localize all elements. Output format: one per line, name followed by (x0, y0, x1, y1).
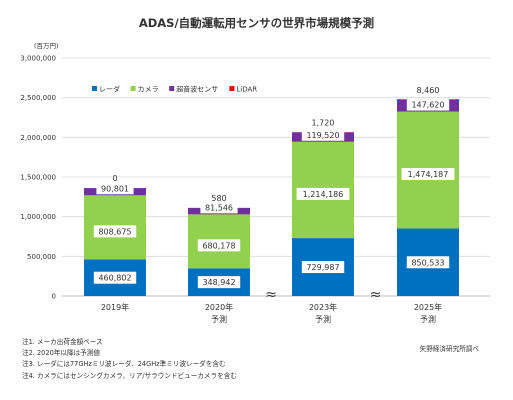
lidar-value-label: 0 (112, 174, 117, 183)
lidar-value-label: 1,720 (312, 118, 335, 127)
legend-label: LiDAR (236, 86, 257, 94)
notes: 注1. メーカ出荷金額ベース 注2. 2020年以降は予測値 注3. レーダには… (22, 337, 237, 382)
legend-swatch (92, 86, 97, 91)
chart-title: ADAS/自動運転用センサの世界市場規模予測 (138, 16, 375, 30)
axis-break-mark: ≈ (265, 287, 277, 303)
ultrasonic-value-label: 90,801 (101, 184, 129, 193)
radar-value-label-box (197, 276, 241, 289)
y-tick-label: 2,500,000 (20, 94, 56, 102)
y-tick-label: 1,500,000 (20, 174, 56, 182)
legend-swatch (130, 86, 136, 91)
ultrasonic-value-label-box (200, 201, 238, 214)
camera-value-label: 1,214,186 (303, 190, 344, 199)
ultrasonic-value-label-box (406, 98, 450, 111)
camera-value-label-box (197, 239, 241, 252)
note-2: 注2. 2020年以降は予測値 (22, 349, 100, 358)
lidar-value-label: 580 (211, 194, 226, 203)
camera-value-label: 808,675 (98, 227, 131, 236)
note-1: 注1. メーカ出荷金額ベース (22, 338, 103, 346)
source-note: 矢野経済研究所調べ (419, 345, 479, 353)
radar-value-label-box (301, 261, 345, 274)
camera-value-label-box (296, 187, 350, 200)
lidar-value-label: 8,460 (417, 86, 440, 95)
x-tick-label: 予測 (315, 314, 331, 324)
radar-value-label-box (93, 271, 137, 284)
y-axis-unit: (百万円) (34, 42, 59, 50)
ultrasonic-value-label-box (301, 128, 345, 141)
radar-value-label: 348,942 (202, 278, 235, 287)
legend-label: 超音波センサ (176, 85, 218, 94)
y-tick-label: 2,000,000 (20, 134, 56, 142)
legend-label: レーダ (99, 85, 120, 94)
camera-value-label-box (401, 168, 455, 181)
note-4: 注4. カメラにはセンシングカメラ、リア/サラウンドビューカメラを含む (22, 371, 237, 380)
camera-value-label: 680,178 (202, 241, 235, 250)
x-tick-label: 2025年 (414, 302, 442, 312)
radar-value-label: 850,533 (411, 258, 444, 267)
x-tick-label: 2023年 (309, 302, 337, 312)
legend-swatch (229, 86, 235, 91)
radar-value-label: 729,987 (306, 263, 339, 272)
radar-value-label-box (406, 256, 450, 269)
x-tick-label: 予測 (211, 314, 227, 324)
ultrasonic-value-label: 81,546 (205, 203, 233, 212)
ultrasonic-value-label-box (96, 182, 134, 195)
legend-swatch (169, 86, 175, 91)
camera-value-label: 1,474,187 (408, 170, 449, 179)
y-tick-label: 1,000,000 (20, 213, 56, 221)
ultrasonic-value-label: 147,620 (411, 101, 444, 110)
y-tick-label: 500,000 (27, 253, 56, 261)
x-tick-label: 2019年 (101, 302, 129, 312)
stacked-bar-chart: 0 500,000 1,000,000 1,500,000 2,000,000 2,500… (20, 55, 490, 324)
x-tick-label: 2020年 (205, 302, 233, 312)
note-3: 注3. レーダには77GHzミリ波レーダ、24GHz準ミリ波レーダを含む (22, 360, 226, 369)
y-tick-label: 3,000,000 (20, 55, 56, 63)
camera-value-label-box (93, 225, 137, 238)
radar-value-label: 460,802 (98, 274, 131, 283)
axis-break-mark: ≈ (370, 287, 382, 303)
y-tick-label: 0 (52, 293, 56, 301)
x-tick-label: 予測 (420, 314, 436, 324)
ultrasonic-value-label: 119,520 (306, 131, 339, 140)
legend-label: カメラ (138, 86, 159, 94)
